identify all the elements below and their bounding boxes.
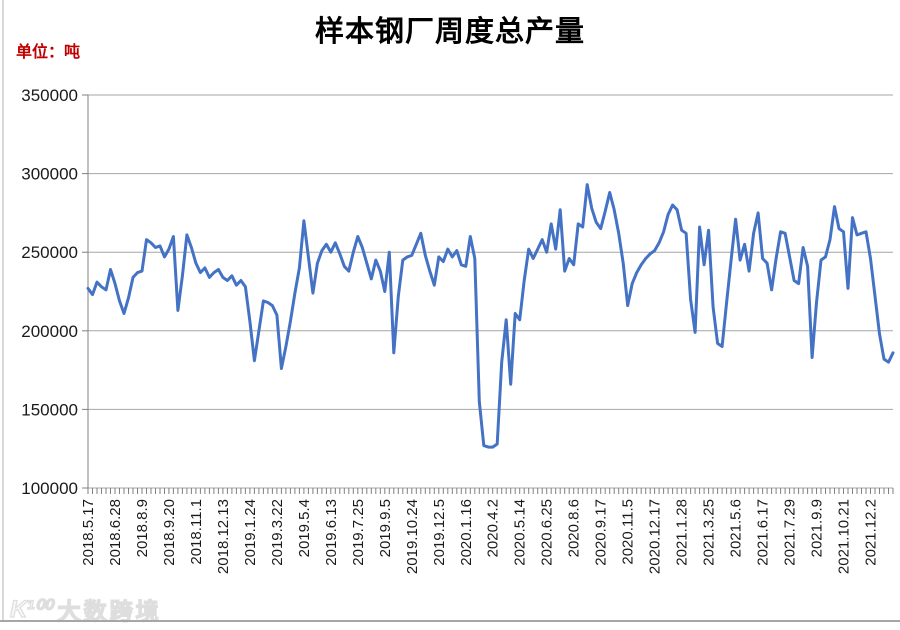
svg-text:2020.12.17: 2020.12.17 bbox=[647, 499, 664, 574]
svg-text:200000: 200000 bbox=[21, 322, 78, 341]
svg-text:300000: 300000 bbox=[21, 165, 78, 184]
svg-text:2021.5.6: 2021.5.6 bbox=[728, 499, 745, 557]
svg-text:2018.11.1: 2018.11.1 bbox=[188, 499, 205, 565]
svg-text:2020.8.6: 2020.8.6 bbox=[566, 499, 583, 557]
svg-text:100000: 100000 bbox=[21, 479, 78, 498]
unit-label: 单位：吨 bbox=[16, 44, 81, 61]
svg-text:2018.5.17: 2018.5.17 bbox=[80, 499, 97, 566]
chart-title: 样本钢厂周度总产量 bbox=[314, 16, 585, 48]
svg-text:2019.9.5: 2019.9.5 bbox=[377, 499, 394, 557]
svg-text:2020.4.2: 2020.4.2 bbox=[485, 499, 502, 557]
svg-text:2021.6.17: 2021.6.17 bbox=[755, 499, 772, 566]
svg-text:2019.1.24: 2019.1.24 bbox=[242, 499, 259, 566]
svg-text:2019.3.22: 2019.3.22 bbox=[269, 499, 286, 566]
svg-text:2021.10.21: 2021.10.21 bbox=[836, 499, 853, 574]
svg-text:2018.9.20: 2018.9.20 bbox=[161, 499, 178, 566]
svg-text:2021.1.28: 2021.1.28 bbox=[674, 499, 691, 566]
svg-text:2020.11.5: 2020.11.5 bbox=[620, 499, 637, 565]
svg-text:2020.1.16: 2020.1.16 bbox=[458, 499, 475, 566]
svg-text:2018.6.28: 2018.6.28 bbox=[107, 499, 124, 566]
svg-text:2019.5.4: 2019.5.4 bbox=[296, 499, 313, 557]
svg-text:2021.12.2: 2021.12.2 bbox=[863, 499, 880, 566]
svg-text:2019.7.25: 2019.7.25 bbox=[350, 499, 367, 566]
svg-text:2018.8.9: 2018.8.9 bbox=[134, 499, 151, 557]
svg-text:2019.6.13: 2019.6.13 bbox=[323, 499, 340, 566]
svg-text:2020.5.14: 2020.5.14 bbox=[512, 499, 529, 566]
svg-text:250000: 250000 bbox=[21, 243, 78, 262]
svg-text:2021.9.9: 2021.9.9 bbox=[809, 499, 826, 557]
svg-text:2019.10.24: 2019.10.24 bbox=[404, 499, 421, 574]
svg-text:2021.3.25: 2021.3.25 bbox=[701, 499, 718, 566]
svg-text:2019.12.5: 2019.12.5 bbox=[431, 499, 448, 566]
window-bottom-border bbox=[0, 620, 900, 622]
svg-text:2020.9.17: 2020.9.17 bbox=[593, 499, 610, 566]
svg-text:150000: 150000 bbox=[21, 400, 78, 419]
window-left-border bbox=[2, 0, 4, 622]
svg-text:2020.6.25: 2020.6.25 bbox=[539, 499, 556, 566]
svg-text:2018.12.13: 2018.12.13 bbox=[215, 499, 232, 574]
watermark-logo-icon: K¹⁰⁰ bbox=[9, 595, 52, 623]
svg-text:2021.7.29: 2021.7.29 bbox=[782, 499, 799, 566]
svg-text:350000: 350000 bbox=[21, 86, 78, 105]
